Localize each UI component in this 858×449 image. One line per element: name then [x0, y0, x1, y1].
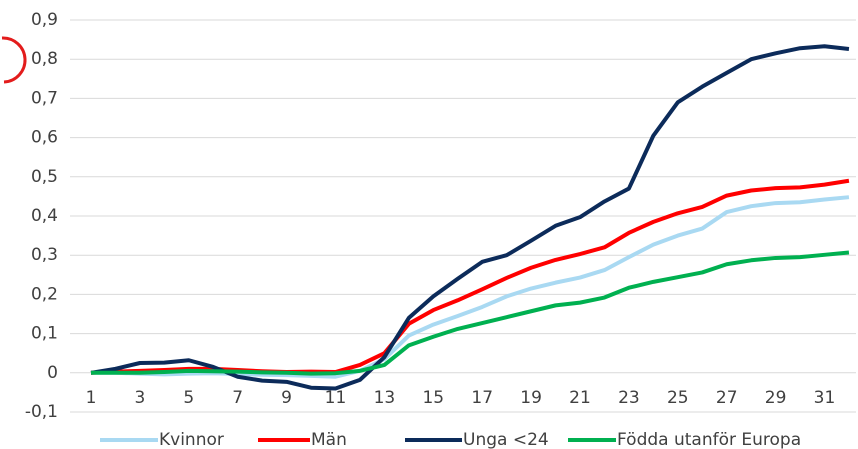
x-tick-label: 25: [667, 388, 689, 408]
series-line: [90, 44, 850, 391]
x-tick-label: 5: [183, 388, 194, 408]
series-line: [91, 250, 850, 376]
x-tick-label: 7: [232, 388, 243, 408]
x-tick-label: 29: [765, 388, 787, 408]
legend-label: Unga <24: [463, 430, 549, 449]
x-tick-label: 23: [618, 388, 640, 408]
legend-label: Män: [311, 430, 347, 449]
x-tick-label: 3: [134, 388, 145, 408]
y-tick-label: 0,6: [31, 128, 58, 148]
x-tick-label: 13: [374, 388, 396, 408]
x-tick-label: 9: [281, 388, 292, 408]
x-tick-label: 27: [716, 388, 738, 408]
y-tick-label: 0,7: [31, 88, 58, 108]
y-tick-label: 0,3: [31, 245, 58, 265]
highlight-circle: [1, 36, 27, 84]
x-tick-label: 1: [86, 388, 97, 408]
x-tick-label: 21: [569, 388, 591, 408]
y-tick-label: 0: [47, 363, 58, 383]
y-tick-label: 0,2: [31, 284, 58, 304]
x-tick-label: 31: [814, 388, 836, 408]
y-tick-label: 0,9: [31, 10, 58, 30]
legend-label: Kvinnor: [159, 430, 224, 449]
y-tick-label: 0,4: [31, 206, 58, 226]
y-tick-label: -0,1: [25, 402, 58, 422]
y-tick-label: 0,5: [31, 167, 58, 187]
x-tick-label: 15: [422, 388, 444, 408]
series-line: [91, 195, 850, 379]
legend-label: Födda utanför Europa: [617, 430, 801, 449]
x-tick-label: 17: [471, 388, 493, 408]
y-tick-label: 0,1: [31, 324, 58, 344]
x-tick-label: 11: [325, 388, 347, 408]
y-tick-label: 0,8: [31, 49, 58, 69]
x-tick-label: 19: [520, 388, 542, 408]
